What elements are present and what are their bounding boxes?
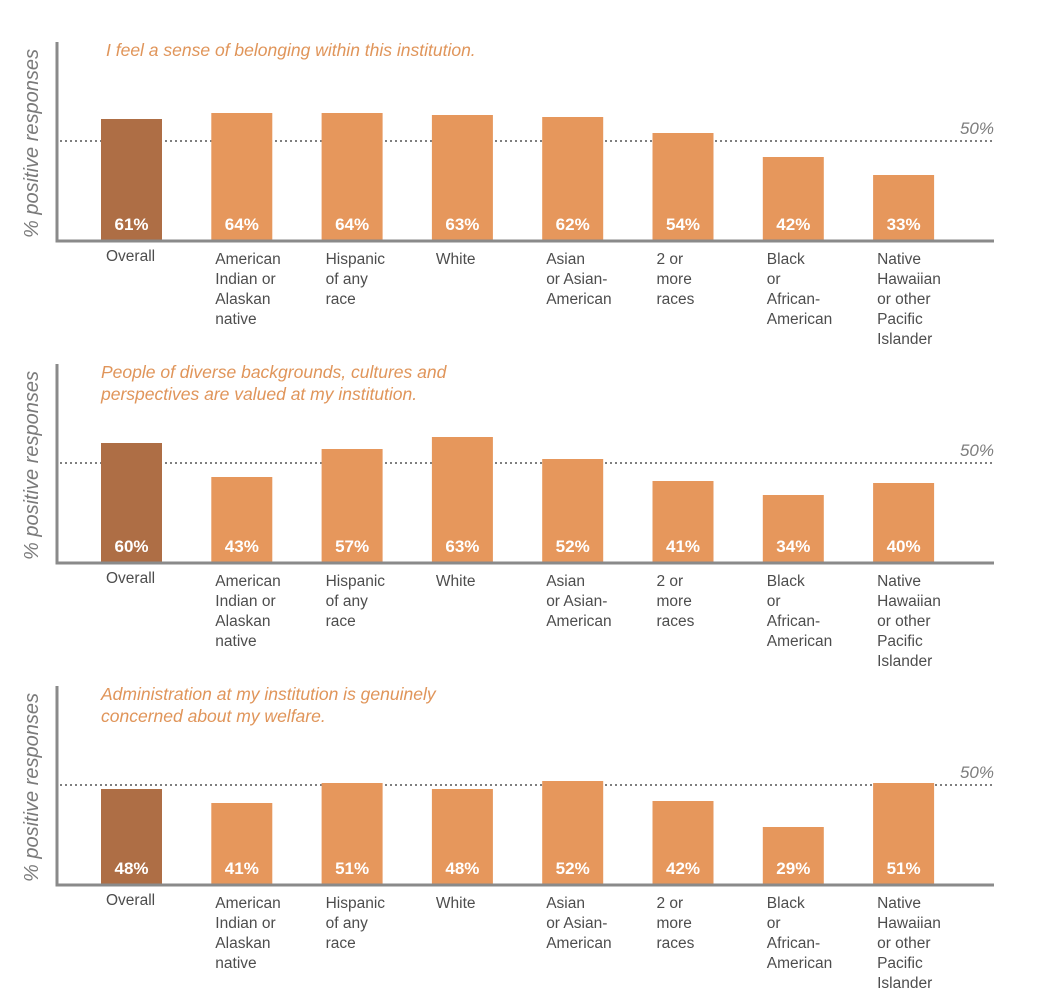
category-label: 2 or more races — [657, 573, 695, 630]
bar-value-label: 62% — [556, 215, 590, 234]
bar-value-label: 43% — [225, 537, 259, 556]
category-label: Hispanic of any race — [326, 895, 386, 952]
bar-value-label: 52% — [556, 537, 590, 556]
chart-panel-belonging: % positive responses I feel a sense of be… — [0, 0, 1046, 350]
category-label: Black or African-American — [767, 573, 832, 650]
chart-svg-belonging: % positive responses I feel a sense of be… — [21, 40, 994, 348]
bar-group-6 — [762, 495, 824, 563]
bar-group-3 — [431, 789, 493, 885]
bar-value-label: 48% — [114, 859, 148, 878]
category-label: Overall — [106, 570, 155, 587]
bar-value-label: 41% — [225, 859, 259, 878]
bar-group-4 — [542, 781, 604, 885]
reference-line-label: 50% — [960, 441, 994, 460]
category-label: Asian or Asian-American — [546, 251, 611, 308]
bar-group-1 — [211, 113, 273, 241]
bar-group-3 — [431, 115, 493, 241]
y-axis-label: % positive responses — [21, 693, 43, 882]
category-label: Black or African-American — [767, 251, 832, 328]
bar-value-label: 64% — [335, 215, 369, 234]
bar-value-label: 51% — [335, 859, 369, 878]
chart-title-line: People of diverse backgrounds, cultures … — [101, 362, 448, 382]
chart-title-line: I feel a sense of belonging within this … — [106, 40, 476, 60]
chart-title-line: perspectives are valued at my institutio… — [100, 384, 417, 404]
bar-group-6 — [762, 827, 824, 885]
category-label: Native Hawaiian or other Pacific Islander — [877, 573, 941, 670]
bar-group-5 — [652, 801, 714, 885]
bar-value-label: 63% — [445, 537, 479, 556]
bar-group-3 — [431, 437, 493, 563]
chart-panel-administration: % positive responses Administration at my… — [0, 644, 1046, 1006]
bar-group-7 — [873, 483, 935, 563]
bar-overall — [101, 789, 162, 885]
bar-value-label: 33% — [887, 215, 921, 234]
category-label: American Indian or Alaskan native — [215, 895, 280, 972]
bar-value-label: 41% — [666, 537, 700, 556]
category-label: Asian or Asian-American — [546, 895, 611, 952]
bar-value-label: 61% — [114, 215, 148, 234]
bar-value-label: 54% — [666, 215, 700, 234]
bar-value-label: 34% — [776, 537, 810, 556]
category-label: Overall — [106, 892, 155, 909]
category-label: Asian or Asian-American — [546, 573, 611, 630]
category-label: American Indian or Alaskan native — [215, 251, 280, 328]
category-label: 2 or more races — [657, 251, 695, 308]
chart-svg-administration: % positive responses Administration at my… — [21, 684, 994, 992]
bar-group-1 — [211, 477, 273, 563]
category-label: Black or African-American — [767, 895, 832, 972]
bar-value-label: 42% — [666, 859, 700, 878]
chart-title-line: concerned about my welfare. — [101, 706, 326, 726]
bar-value-label: 60% — [114, 537, 148, 556]
bar-overall — [101, 119, 162, 241]
bar-group-5 — [652, 481, 714, 563]
bar-value-label: 48% — [445, 859, 479, 878]
bar-group-2 — [321, 783, 383, 885]
bar-value-label: 40% — [887, 537, 921, 556]
bar-value-label: 64% — [225, 215, 259, 234]
reference-line-label: 50% — [960, 119, 994, 138]
bar-value-label: 63% — [445, 215, 479, 234]
bar-group-2 — [321, 449, 383, 563]
bar-group-7 — [873, 783, 935, 885]
bar-group-1 — [211, 803, 273, 885]
y-axis-label: % positive responses — [21, 49, 43, 238]
category-label: White — [436, 895, 476, 912]
bar-value-label: 42% — [776, 215, 810, 234]
reference-line-label: 50% — [960, 763, 994, 782]
category-label: White — [436, 251, 476, 268]
category-label: White — [436, 573, 476, 590]
bar-group-4 — [542, 459, 604, 563]
bar-group-6 — [762, 157, 824, 241]
bar-group-4 — [542, 117, 604, 241]
bar-group-7 — [873, 175, 935, 241]
chart-panel-diversity: % positive responses People of diverse ba… — [0, 322, 1046, 672]
category-label: Hispanic of any race — [326, 573, 386, 630]
bar-group-2 — [321, 113, 383, 241]
chart-svg-diversity: % positive responses People of diverse ba… — [21, 362, 994, 670]
category-label: Native Hawaiian or other Pacific Islander — [877, 895, 941, 992]
chart-title-line: Administration at my institution is genu… — [100, 684, 437, 704]
y-axis-label: % positive responses — [21, 371, 43, 560]
category-label: Hispanic of any race — [326, 251, 386, 308]
bar-overall — [101, 443, 162, 563]
category-label: 2 or more races — [657, 895, 695, 952]
category-label: Native Hawaiian or other Pacific Islander — [877, 251, 941, 348]
bar-value-label: 29% — [776, 859, 810, 878]
category-label: Overall — [106, 248, 155, 265]
bar-value-label: 57% — [335, 537, 369, 556]
bar-value-label: 51% — [887, 859, 921, 878]
bar-group-5 — [652, 133, 714, 241]
bar-value-label: 52% — [556, 859, 590, 878]
category-label: American Indian or Alaskan native — [215, 573, 280, 650]
